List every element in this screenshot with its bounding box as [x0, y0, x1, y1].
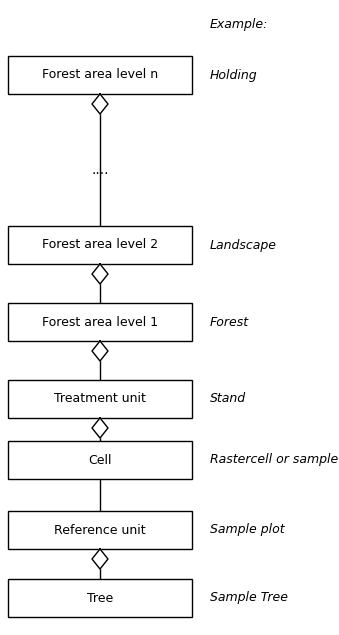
Polygon shape [92, 264, 108, 284]
Text: Forest area level n: Forest area level n [42, 69, 158, 81]
Text: Reference unit: Reference unit [54, 523, 146, 537]
Text: Forest area level 1: Forest area level 1 [42, 316, 158, 328]
Text: Forest area level 2: Forest area level 2 [42, 239, 158, 251]
Text: Cell: Cell [88, 453, 112, 467]
Polygon shape [92, 418, 108, 438]
Text: Treatment unit: Treatment unit [54, 392, 146, 406]
Text: Stand: Stand [210, 392, 246, 406]
Bar [8, 226, 192, 264]
Text: Example:: Example: [210, 18, 268, 31]
Polygon shape [92, 549, 108, 569]
Text: Rastercell or sample plot: Rastercell or sample plot [210, 453, 339, 467]
Text: ....: .... [91, 163, 109, 177]
Polygon shape [92, 341, 108, 361]
Bar [8, 579, 192, 617]
Bar [8, 303, 192, 341]
Text: Holding: Holding [210, 69, 258, 81]
Text: Forest: Forest [210, 316, 249, 328]
Text: Sample plot: Sample plot [210, 523, 285, 537]
Text: Tree: Tree [87, 591, 113, 605]
Bar [8, 441, 192, 479]
Polygon shape [92, 94, 108, 114]
Text: Landscape: Landscape [210, 239, 277, 251]
Bar [8, 380, 192, 418]
Bar [8, 56, 192, 94]
Text: Sample Tree: Sample Tree [210, 591, 288, 605]
Bar [8, 511, 192, 549]
